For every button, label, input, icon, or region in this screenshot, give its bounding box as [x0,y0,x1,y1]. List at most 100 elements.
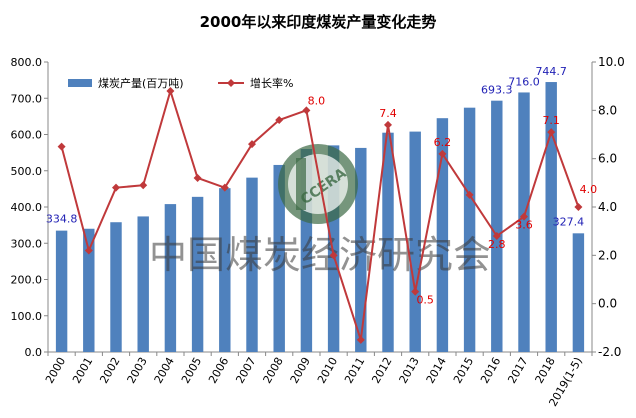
growth-marker [84,246,93,255]
bar [463,107,476,352]
y-right-tick-label: 4.0 [598,200,617,214]
y-left-tick-label: 200.0 [11,274,43,287]
x-tick-label: 2011 [342,355,367,386]
growth-marker [329,251,338,260]
growth-line-series [57,87,583,344]
y-right-tick-label: 10.0 [598,55,625,69]
bar [191,196,204,352]
bar-series [55,82,585,353]
y-left-tick-label: 400.0 [11,201,43,214]
line-data-label: 2.8 [488,238,506,251]
y-left-tick-label: 800.0 [11,56,43,69]
x-tick-label: 2013 [397,355,422,386]
x-tick-label: 2004 [152,355,177,386]
x-tick-label: 2008 [261,355,286,386]
y-right-tick-label: -2.0 [598,345,621,359]
y-left-tick-label: 700.0 [11,92,43,105]
x-tick-label: 2005 [179,355,204,386]
bar [491,100,503,353]
bar [409,131,421,352]
y-left-tick-label: 300.0 [11,237,43,250]
growth-marker [438,149,447,158]
x-tick-label: 2002 [97,355,122,386]
growth-marker [248,140,256,149]
growth-marker [465,190,474,199]
bar [137,216,149,352]
x-tick-label: 2012 [369,355,394,386]
growth-marker [220,183,229,192]
x-tick-label: 2009 [288,355,313,386]
y-left-tick-label: 500.0 [11,165,43,178]
growth-marker [166,87,175,95]
y-left-tick-label: 0.0 [25,346,43,359]
bar [164,204,177,352]
growth-marker [302,106,311,115]
line-data-label: 4.0 [580,183,598,196]
line-data-label: 6.2 [434,136,452,149]
bar-data-label: 334.8 [46,213,78,226]
line-data-label: 8.0 [308,94,326,107]
growth-marker [112,183,120,192]
y-right-tick-label: 6.0 [598,152,617,166]
line-data-label: 7.1 [542,114,560,127]
growth-marker [574,203,583,211]
growth-marker [492,232,501,240]
y-right-tick-label: 0.0 [598,297,617,311]
growth-line [60,87,580,341]
axes: 0.0 100.0 200.0 300.0 400.0 500.0 600.0 700.0 80… [11,55,625,409]
growth-marker [57,142,66,151]
legend-line-marker [227,79,235,87]
x-tick-label: 2016 [478,355,503,386]
x-tick-label: 2000 [43,355,68,386]
bar [518,92,530,352]
bar-data-label: 716.0 [508,75,540,88]
bar [83,228,95,352]
bar [327,145,340,352]
legend: 煤炭产量(百万吨) 增长率% [68,76,293,90]
bar [219,188,231,352]
growth-marker [411,287,420,296]
growth-marker [384,120,392,129]
x-tick-label: 2015 [451,355,476,386]
bar [300,149,313,352]
bar [110,222,122,352]
bar [436,118,449,352]
watermark-text: 中国煤炭经济研究会 [149,233,491,277]
x-tick-label: 2017 [505,355,530,386]
chart-title: 2000年以来印度煤炭产量变化走势 [200,13,437,31]
bar [55,230,68,352]
y-right-tick-label: 8.0 [598,103,617,117]
legend-bar-label: 煤炭产量(百万吨) [98,76,184,90]
growth-marker [547,128,556,137]
line-data-label: 7.4 [379,107,397,120]
watermark-logo-bar [296,158,306,210]
bar [382,132,394,352]
bar [355,147,367,352]
legend-line-label: 增长率% [250,76,293,90]
bar [572,233,585,352]
bar-data-label: 327.4 [553,215,585,228]
bar [246,177,258,352]
legend-bar-swatch [68,79,92,87]
y-right-tick-label: 2.0 [598,248,617,262]
bar-data-label: 744.7 [535,65,567,78]
x-tick-label: 2003 [125,355,150,386]
bar [545,82,557,352]
y-left-tick-label: 600.0 [11,129,43,142]
growth-marker [520,212,528,221]
x-tick-label: 2006 [206,355,231,386]
x-tick-label: 2018 [533,355,558,386]
growth-marker [193,174,202,182]
growth-marker [275,116,284,124]
x-tick-label: 2001 [70,355,95,386]
x-tick-label: 2007 [233,355,258,386]
growth-marker [139,181,148,190]
bar-data-label: 693.3 [481,84,513,97]
growth-marker [356,335,365,344]
line-data-label: 0.5 [416,294,434,307]
x-tick-label: 2014 [424,355,449,386]
x-tick-label: 2010 [315,355,340,386]
